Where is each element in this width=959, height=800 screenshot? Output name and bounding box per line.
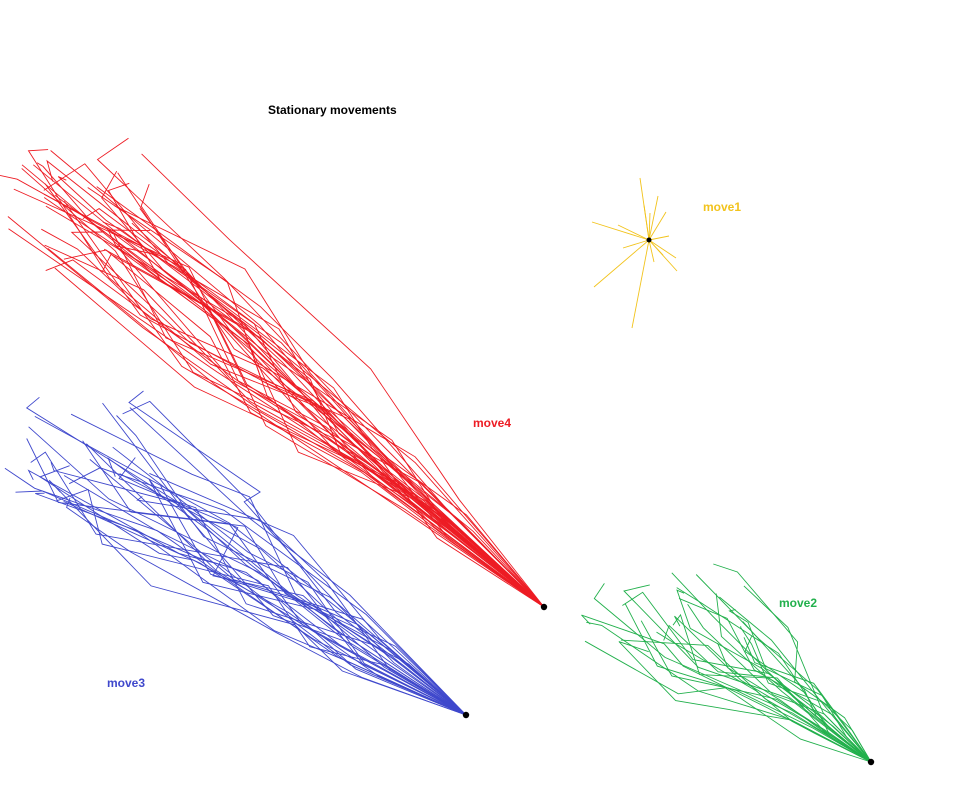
move2-trajectory	[671, 572, 872, 763]
label-move1: move1	[703, 200, 742, 214]
move4-trajectory	[13, 188, 545, 608]
anchor-dot	[646, 237, 652, 243]
move3-trajectory	[63, 475, 467, 716]
move4-trajectory	[115, 245, 545, 608]
move4-trajectory	[63, 200, 545, 608]
move1-trajectory	[648, 195, 659, 241]
move3-trajectory	[155, 494, 467, 716]
move3-trajectory	[48, 479, 467, 716]
move4-trajectory	[96, 137, 545, 608]
move1-trajectory	[648, 211, 667, 241]
move2-trajectory	[584, 640, 872, 763]
move3-trajectory	[118, 457, 467, 716]
move3-trajectory	[4, 467, 467, 716]
move2-trajectory	[593, 583, 872, 763]
move3-trajectory	[15, 490, 467, 716]
move1-trajectory	[648, 239, 655, 263]
move3-trajectory	[26, 438, 467, 716]
move1-trajectory	[593, 239, 650, 288]
move2-trajectory	[663, 624, 872, 763]
move3-trajectory	[66, 497, 467, 716]
move4-trajectory	[57, 176, 545, 608]
move3-trajectory	[55, 488, 467, 716]
move3-trajectory	[122, 400, 467, 716]
move1-trajectory	[622, 239, 650, 249]
move3-trajectory	[116, 415, 467, 716]
move3-trajectory	[68, 467, 467, 716]
move4-trajectory	[47, 247, 545, 608]
move2-trajectories	[581, 563, 872, 763]
move2-trajectory	[674, 615, 872, 763]
move4-trajectory	[107, 229, 545, 608]
move4-trajectory	[106, 226, 545, 608]
move4-trajectory	[101, 253, 545, 608]
move4-trajectory	[101, 170, 545, 608]
move4-trajectory	[140, 183, 545, 608]
move2-trajectory	[640, 620, 872, 763]
anchor-points	[462, 237, 875, 766]
move4-trajectory	[45, 205, 545, 608]
move1-trajectory	[648, 239, 664, 256]
move1-trajectory	[631, 239, 650, 329]
move2-trajectory	[715, 593, 872, 763]
move2-trajectory	[672, 613, 872, 763]
move2-trajectory	[743, 585, 872, 763]
move4-trajectory	[117, 172, 545, 608]
move4-trajectory	[27, 149, 545, 608]
move2-trajectory	[618, 641, 872, 763]
move4-trajectory	[141, 153, 545, 608]
move4-trajectory	[43, 197, 545, 608]
move2-trajectory	[695, 574, 872, 763]
move3-trajectory	[27, 469, 467, 716]
move4-trajectory	[139, 208, 545, 608]
move4-trajectory	[63, 249, 545, 608]
move4-trajectory	[43, 163, 545, 608]
move2-trajectory	[713, 563, 872, 763]
move1-trajectory	[648, 235, 670, 241]
move2-trajectory	[676, 587, 872, 763]
move2-trajectory	[719, 596, 872, 763]
move2-trajectory	[586, 621, 872, 763]
move1-trajectory	[617, 224, 650, 241]
move2-trajectory	[743, 637, 872, 763]
move3-trajectories	[4, 390, 467, 716]
move4-trajectories	[0, 137, 545, 608]
anchor-dot	[540, 603, 548, 611]
move1-trajectory	[591, 221, 650, 241]
move3-trajectory	[112, 446, 467, 716]
move2-trajectory	[623, 584, 872, 763]
move4-trajectory	[45, 259, 545, 608]
anchor-dot	[867, 758, 875, 766]
move4-trajectory	[102, 221, 545, 608]
move4-trajectory	[21, 168, 545, 608]
move2-trajectory	[717, 642, 872, 763]
label-move2: move2	[779, 596, 818, 610]
move2-trajectory	[678, 597, 872, 763]
move1-trajectory	[643, 204, 650, 241]
move1-trajectory	[648, 212, 651, 241]
label-move3: move3	[107, 676, 146, 690]
move3-trajectory	[35, 492, 467, 716]
move2-trajectory	[624, 603, 872, 763]
move2-trajectory	[740, 626, 872, 763]
move4-trajectory	[107, 182, 545, 608]
move4-trajectory	[41, 228, 545, 608]
move3-trajectory	[129, 407, 467, 716]
diagram-title: Stationary movements	[268, 103, 397, 117]
label-move4: move4	[473, 416, 512, 430]
move3-trajectory	[25, 396, 467, 716]
move2-trajectory	[676, 589, 872, 763]
move3-trajectory	[82, 440, 467, 716]
move3-trajectory	[30, 451, 467, 716]
move3-trajectory	[50, 462, 467, 716]
move1-trajectories	[591, 177, 678, 329]
move3-trajectory	[128, 390, 467, 716]
anchor-dot	[462, 711, 470, 719]
move1-trajectory	[648, 239, 677, 259]
move2-trajectory	[656, 631, 872, 763]
